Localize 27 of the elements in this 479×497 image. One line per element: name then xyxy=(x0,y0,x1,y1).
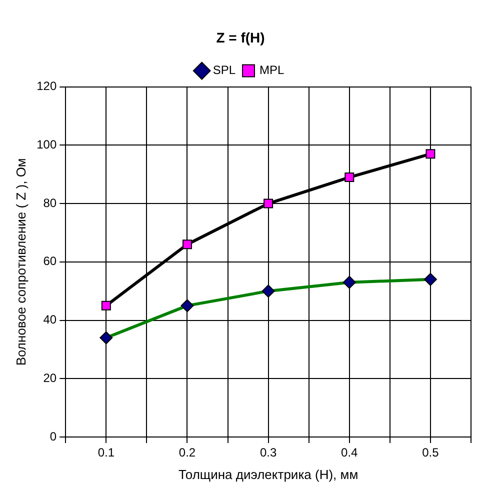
point xyxy=(101,300,111,310)
point xyxy=(100,331,113,344)
legend-label: MPL xyxy=(260,63,285,78)
y-axis-title: Волновое сопротивление ( Z ), Ом xyxy=(13,158,28,366)
y-tick-label: 100 xyxy=(36,137,57,152)
legend-label: SPL xyxy=(212,63,236,78)
x-tick-label: 0.5 xyxy=(422,446,440,460)
x-tick-label: 0.4 xyxy=(341,446,358,460)
point xyxy=(344,172,354,182)
point xyxy=(264,198,274,208)
chart-title: Z = f(H) xyxy=(216,29,265,46)
point xyxy=(180,299,194,312)
y-tick-label: 40 xyxy=(43,312,57,327)
y-tick-label: 80 xyxy=(43,196,57,210)
point xyxy=(342,276,356,289)
x-axis-title: Толщина диэлектрика (H), мм xyxy=(178,466,358,482)
y-tick-label: 0 xyxy=(50,429,57,444)
point xyxy=(424,272,437,286)
point xyxy=(262,284,275,298)
x-tick-label: 0.3 xyxy=(260,446,277,460)
y-tick-label: 60 xyxy=(43,254,57,268)
point xyxy=(182,240,192,250)
y-tick-label: 120 xyxy=(36,79,57,94)
y-tick-label: 20 xyxy=(43,370,57,385)
x-tick-label: 0.1 xyxy=(98,446,115,460)
x-tick-label: 0.2 xyxy=(178,446,196,460)
point xyxy=(426,149,436,159)
